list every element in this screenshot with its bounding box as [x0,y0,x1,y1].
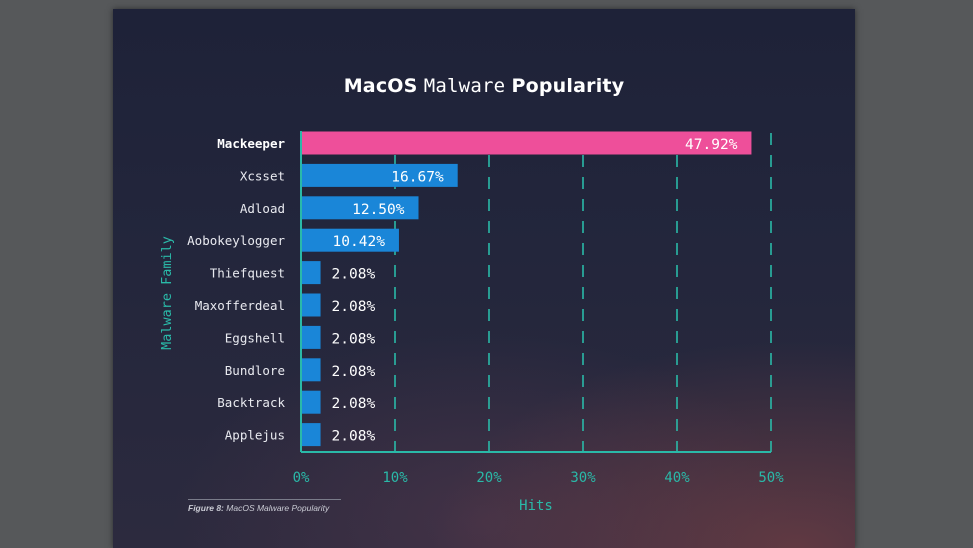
x-tick-label: 20% [476,470,502,486]
bar-adload [301,196,419,220]
bar-thiefquest [301,261,321,285]
chart-title: MacOS Malware Popularity [113,75,855,97]
category-label: Eggshell [225,330,285,345]
x-tick-label: 40% [664,470,690,486]
value-label: 12.50% [352,202,405,218]
figure-number: Figure 8: [188,503,224,513]
category-label: Bundlore [225,363,285,378]
category-label: Aobokeylogger [187,233,285,248]
x-axis-title: Hits [519,498,553,514]
value-label: 47.92% [685,137,738,153]
bar-eggshell [301,325,321,349]
chart-title-part-1: MacOS [343,75,418,97]
value-label: 16.67% [391,169,444,185]
chart-axes: Mackeeper Xcsset Adload Aobokeylogger Thiefq… [159,131,784,514]
x-tick-label: 10% [382,470,408,486]
bar-applejus [301,423,321,447]
category-label: Thiefquest [210,266,285,281]
x-tick-label: 30% [570,470,596,486]
x-tick-label: 50% [758,470,784,486]
value-label: 2.08% [332,299,376,315]
category-label: Backtrack [217,395,285,410]
chart-title-part-3: Popularity [511,75,625,97]
figure-caption-text: MacOS Malware Popularity [226,503,330,513]
figure-caption: Figure 8: MacOS Malware Popularity [188,499,341,513]
category-label: Xcsset [240,168,285,183]
value-label: 2.08% [332,429,376,445]
category-label: Applejus [225,428,285,443]
bar-xcsset [301,163,458,187]
value-label: 2.08% [332,267,376,283]
category-label: Adload [240,201,285,216]
value-label: 2.08% [332,396,376,412]
bar-bundlore [301,358,321,382]
x-tick-label: 0% [293,470,310,486]
bar-maxofferdeal [301,293,321,317]
category-label: Maxofferdeal [195,298,285,313]
bar-chart: 47.92% 16.67% 12.50% 10.42% 2.08% 2.08% 2.08% 2… [159,131,784,514]
bar-backtrack [301,390,321,414]
value-label: 10.42% [333,234,386,250]
y-axis-title: Malware Family [159,236,175,350]
category-label: Mackeeper [217,136,285,151]
report-page: MacOS Malware Popularity 47.92% 16.67% 12.… [113,9,855,548]
chart-bars: 47.92% 16.67% 12.50% 10.42% 2.08% 2.08% 2.08% 2… [301,131,752,447]
value-label: 2.08% [332,364,376,380]
value-label: 2.08% [332,331,376,347]
chart-title-part-2: Malware [423,75,506,97]
bar-mackeeper [301,131,752,155]
bar-aobokeylogger [301,228,399,252]
